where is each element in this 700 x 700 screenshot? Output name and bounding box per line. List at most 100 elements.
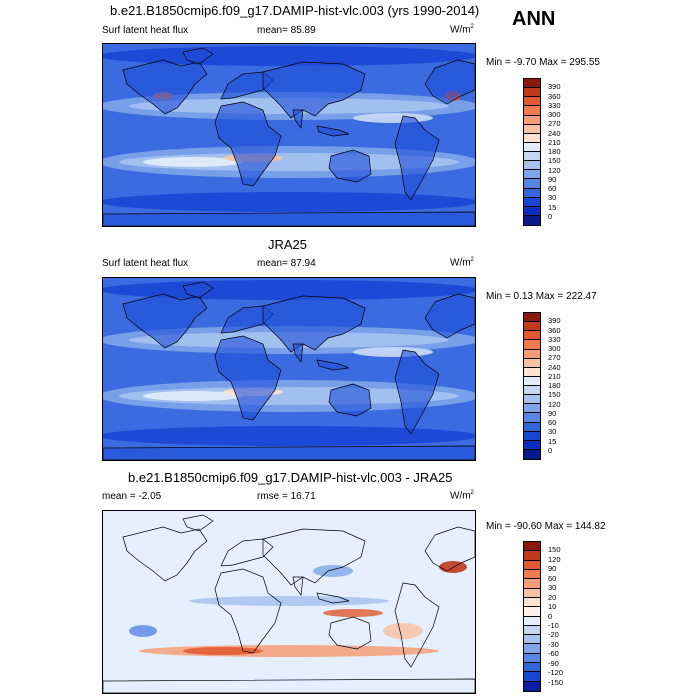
colorbar-swatch xyxy=(524,106,540,116)
colorbar-swatch xyxy=(524,88,540,98)
colorbar-tick-label: 30 xyxy=(548,193,557,203)
colorbar-swatch xyxy=(524,395,540,405)
colorbar-tick-label: -30 xyxy=(548,639,559,649)
panel3-minmax: Min = -90.60 Max = 144.82 xyxy=(486,521,606,532)
panel3-rmse-label: rmse = 16.71 xyxy=(257,491,316,502)
coastline xyxy=(328,149,372,183)
colorbar-swatch xyxy=(524,124,540,134)
coastline xyxy=(328,616,372,650)
panel1-units: W/m2 xyxy=(450,24,474,36)
colorbar-tick-label: 10 xyxy=(548,602,557,612)
colorbar-tick-label: 300 xyxy=(548,344,561,353)
coastline xyxy=(122,293,208,349)
colorbar-tick-label: 360 xyxy=(548,325,561,335)
coastline xyxy=(182,514,214,532)
colorbar-swatch xyxy=(524,161,540,171)
season-label: ANN xyxy=(512,8,556,30)
colorbar-swatch xyxy=(524,313,540,323)
colorbar-swatch xyxy=(524,206,540,216)
coastline xyxy=(214,568,282,654)
colorbar-swatch xyxy=(524,404,540,414)
colorbar-swatch xyxy=(524,331,540,341)
colorbar-swatch xyxy=(524,115,540,125)
colorbar-swatch xyxy=(524,551,540,561)
colorbar-swatch xyxy=(524,349,540,359)
colorbar-swatch xyxy=(524,386,540,396)
colorbar-swatch xyxy=(524,179,540,189)
colorbar-tick-label: 180 xyxy=(548,147,561,156)
colorbar-tick-label: 390 xyxy=(548,82,561,92)
coastline xyxy=(214,101,282,187)
colorbar-swatch xyxy=(524,440,540,450)
panel2-map xyxy=(102,277,476,461)
panel2-units: W/m2 xyxy=(450,257,474,269)
colorbar-swatch xyxy=(524,653,540,664)
colorbar-swatch xyxy=(524,358,540,368)
colorbar-swatch xyxy=(524,152,540,162)
colorbar-swatch xyxy=(524,672,540,682)
colorbar-swatch xyxy=(524,133,540,143)
colorbar-swatch xyxy=(524,625,540,636)
colorbar-swatch xyxy=(524,188,540,198)
colorbar-tick-label: 120 xyxy=(548,165,561,175)
panel3-mean-label: mean = -2.05 xyxy=(102,491,162,502)
colorbar-swatch xyxy=(524,97,540,107)
flux-contour xyxy=(183,647,263,655)
panel2-variable-label: Surf latent heat flux xyxy=(102,258,189,269)
colorbar-tick-label: 15 xyxy=(548,202,557,212)
colorbar-swatch xyxy=(524,197,540,207)
colorbar-tick-label: 210 xyxy=(548,137,561,147)
colorbar-swatch xyxy=(524,422,540,432)
coastline xyxy=(424,59,475,105)
coastline xyxy=(262,61,366,119)
panel3-map xyxy=(102,510,476,694)
colorbar-tick-label: -90 xyxy=(548,658,559,668)
panel2-mean-label: mean= 87.94 xyxy=(257,258,316,269)
flux-contour xyxy=(383,623,423,639)
coastline xyxy=(394,582,440,668)
flux-contour xyxy=(313,565,353,577)
coastline xyxy=(394,115,440,201)
colorbar-swatch xyxy=(524,142,540,152)
coastline xyxy=(103,211,475,226)
colorbar-swatch xyxy=(524,588,540,598)
colorbar-tick-label: 30 xyxy=(548,427,557,437)
coastline xyxy=(424,526,475,572)
flux-contour xyxy=(189,596,389,606)
colorbar-tick-label: 90 xyxy=(548,564,557,574)
flux-contour xyxy=(129,625,157,637)
coastline xyxy=(292,343,304,363)
coastline xyxy=(292,576,304,596)
coastline xyxy=(214,335,282,421)
panel3-colorbar xyxy=(523,541,541,692)
colorbar-swatch xyxy=(524,449,540,459)
colorbar-swatch xyxy=(524,616,540,626)
flux-contour xyxy=(103,192,475,212)
panel2-title: JRA25 xyxy=(268,237,308,252)
flux-contour xyxy=(353,113,433,123)
colorbar-swatch xyxy=(524,681,540,691)
colorbar-swatch xyxy=(524,644,540,654)
coastline xyxy=(122,59,208,115)
panel3-title: b.e21.B1850cmip6.f09_g17.DAMIP-hist-vlc.… xyxy=(128,470,453,485)
coastline xyxy=(262,528,366,586)
colorbar-swatch xyxy=(524,322,540,332)
coastline xyxy=(182,281,214,299)
colorbar-tick-label: 20 xyxy=(548,592,557,602)
colorbar-swatch xyxy=(524,413,540,423)
colorbar-swatch xyxy=(524,215,540,225)
colorbar-tick-label: 15 xyxy=(548,436,557,446)
colorbar-swatch xyxy=(524,597,540,608)
colorbar-swatch xyxy=(524,560,540,570)
panel1-colorbar xyxy=(523,78,541,226)
coastline xyxy=(182,47,214,65)
colorbar-tick-label: 60 xyxy=(548,184,557,193)
flux-contour xyxy=(143,157,243,167)
colorbar-tick-label: 30 xyxy=(548,583,557,593)
colorbar-tick-label: 120 xyxy=(548,399,561,409)
colorbar-tick-label: 150 xyxy=(548,545,561,555)
colorbar-tick-label: 150 xyxy=(548,156,561,166)
colorbar-tick-label: 60 xyxy=(548,418,557,427)
flux-contour xyxy=(143,391,243,401)
panel2-colorbar xyxy=(523,312,541,460)
